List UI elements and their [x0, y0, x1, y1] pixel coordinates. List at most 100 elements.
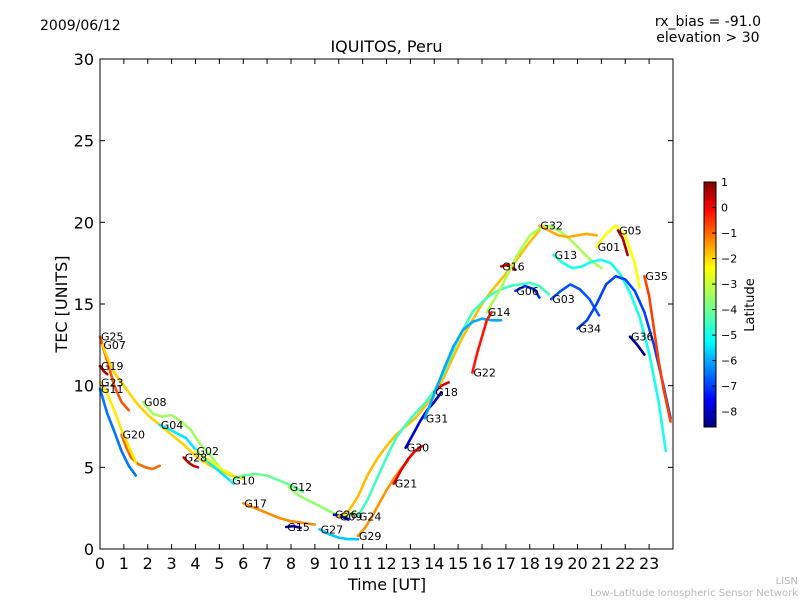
series-line-g04	[158, 423, 235, 486]
series-label-g29: G29	[359, 530, 382, 543]
series-label-g20: G20	[123, 429, 146, 442]
x-tick-label: 2	[143, 554, 153, 573]
y-axis: 0 5 10 15 20 25 30	[74, 50, 673, 559]
series-label-g28: G28	[185, 452, 208, 465]
x-tick-label: 15	[448, 554, 468, 573]
series-line-g07	[101, 343, 245, 481]
series-line-g06	[514, 284, 541, 299]
colorbar-tick-label: −1	[721, 227, 737, 240]
series-line-g35	[643, 274, 672, 423]
series-label-g12: G12	[290, 481, 313, 494]
x-axis: 0 1 2 3 4 5 6 7 8 9 10 11 12 13 14 15 16 17 18 19 20 21 22 23	[95, 59, 659, 573]
series-label-g05: G05	[619, 225, 642, 238]
plot-frame	[99, 58, 674, 550]
series-label-g16: G16	[502, 260, 525, 273]
series-label-g30: G30	[407, 442, 430, 455]
colorbar-ticks: 1 0 −1 −2 −3 −4 −5 −6 −7 −8	[712, 176, 737, 419]
colorbar-label: Latitude	[743, 278, 758, 332]
series-line-g23	[98, 381, 138, 464]
series-label-g06: G06	[516, 285, 539, 298]
x-tick-label: 5	[214, 554, 224, 573]
series-label-g11: G11	[101, 383, 124, 396]
series-line-g11	[98, 387, 138, 477]
series-label-g07: G07	[103, 339, 126, 352]
date-label: 2009/06/12	[40, 18, 121, 34]
x-tick-label: 21	[591, 554, 611, 573]
y-tick-label: 20	[74, 213, 94, 232]
series-line-g28	[182, 456, 200, 469]
elevation-label: elevation > 30	[656, 30, 760, 46]
x-tick-label: 17	[496, 554, 516, 573]
series-line-g09	[337, 229, 541, 518]
series-line-g08	[141, 400, 221, 469]
x-tick-label: 12	[376, 554, 396, 573]
series-label-g34: G34	[579, 323, 602, 336]
y-tick-label: 0	[84, 540, 94, 559]
series-layer	[98, 224, 672, 541]
series-line-g27	[318, 528, 360, 541]
series-line-g10	[230, 472, 305, 494]
credit-line-2: Low-Latitude Ionospheric Sensor Network	[590, 588, 798, 599]
series-line-g21	[392, 444, 424, 486]
y-axis-label: TEC [UNITS]	[52, 256, 71, 354]
x-tick-label: 1	[119, 554, 129, 573]
series-label-g14: G14	[488, 306, 511, 319]
series-line-g36	[628, 335, 646, 356]
x-tick-label: 16	[472, 554, 492, 573]
colorbar-tick-label: 0	[721, 202, 728, 215]
series-line-g19	[98, 364, 109, 376]
series-label-g19: G19	[101, 360, 124, 373]
series-label-g18: G18	[435, 386, 458, 399]
colorbar-tick-label: −3	[721, 278, 737, 291]
series-label-g35: G35	[645, 270, 668, 283]
x-tick-label: 19	[543, 554, 563, 573]
series-line-g24	[356, 281, 551, 518]
series-label-g26: G26	[335, 509, 358, 522]
credit-line-1: LISN	[775, 576, 798, 587]
colorbar-tick-label: −5	[721, 329, 737, 342]
credit-box: LISN Low-Latitude Ionospheric Sensor Net…	[590, 576, 798, 600]
series-line-g14	[485, 224, 603, 314]
colorbar-tick-label: −6	[721, 355, 737, 368]
series-line-g02	[194, 449, 233, 476]
y-tick-label: 25	[74, 132, 94, 151]
y-tick-label: 5	[84, 458, 94, 477]
series-line-g16	[499, 263, 517, 272]
series-line-g22	[471, 310, 493, 374]
series-line-g12	[287, 485, 357, 518]
series-label-g31: G31	[426, 412, 449, 425]
series-label-g24: G24	[359, 510, 382, 523]
series-label-g01: G01	[598, 241, 621, 254]
series-label-g15: G15	[287, 521, 310, 534]
colorbar-tick-label: −2	[721, 253, 737, 266]
series-label-g09: G09	[340, 510, 363, 523]
series-line-g20	[120, 433, 161, 471]
series-line-g03	[549, 283, 601, 317]
series-label-g23: G23	[101, 376, 124, 389]
x-tick-label: 11	[352, 554, 372, 573]
x-tick-label: 7	[262, 554, 272, 573]
parameters-box: rx_bias = -91.0 elevation > 30	[655, 14, 761, 46]
colorbar-gradient	[703, 181, 717, 428]
x-tick-label: 13	[400, 554, 420, 573]
x-tick-label: 8	[286, 554, 296, 573]
y-tick-label: 30	[74, 50, 94, 69]
series-line-g05	[616, 229, 629, 257]
series-label-g32: G32	[540, 220, 563, 233]
x-tick-label: 14	[424, 554, 444, 573]
chart-title: IQUITOS, Peru	[330, 37, 443, 56]
series-label-g03: G03	[552, 293, 575, 306]
series-label-g25: G25	[101, 331, 124, 344]
series-label-g02: G02	[197, 445, 220, 458]
series-label-g08: G08	[144, 396, 167, 409]
series-line-g01	[595, 224, 641, 290]
colorbar: 1 0 −1 −2 −3 −4 −5 −6 −7 −8 Latitude	[703, 176, 758, 428]
x-axis-label: Time [UT]	[347, 575, 426, 594]
series-label-g10: G10	[232, 474, 255, 487]
series-label-g04: G04	[161, 419, 184, 432]
colorbar-tick-label: 1	[721, 176, 728, 189]
series-label-g21: G21	[395, 478, 418, 491]
series-label-g36: G36	[631, 331, 654, 344]
series-line-g30	[404, 390, 443, 450]
